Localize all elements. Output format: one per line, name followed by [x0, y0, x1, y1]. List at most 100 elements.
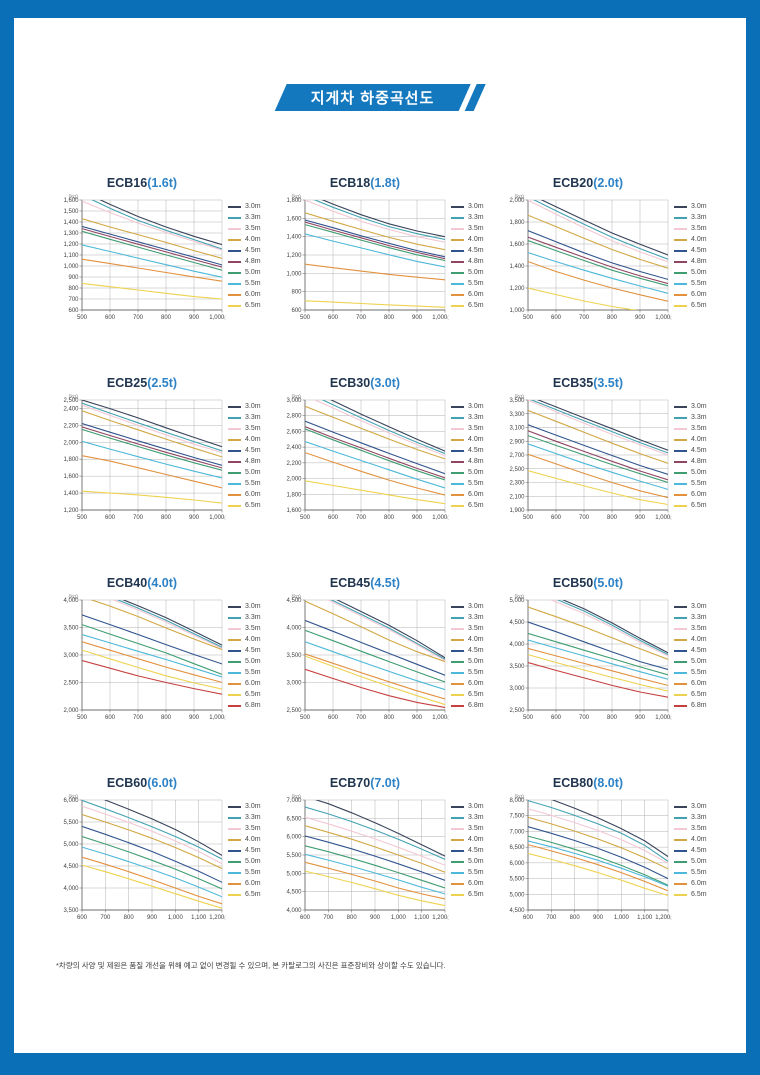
x-tick-label: 500	[300, 315, 311, 321]
legend-swatch-4.8m	[674, 460, 687, 463]
legend-swatch-6.0m	[451, 293, 464, 296]
curve-6.5m	[305, 300, 445, 308]
chart-model: ECB16	[106, 176, 148, 190]
y-tick-label: 2,700	[509, 453, 525, 459]
chart-plot: (kg)1,600 1,500 1,400 1,300 1,200 1,100 1,000 9…	[63, 194, 226, 321]
curve-6.5m	[528, 654, 668, 692]
curve-4.5m	[305, 219, 445, 258]
legend-swatch-3.3m	[451, 816, 464, 819]
legend-item: 4.0m	[451, 434, 484, 445]
legend-item: 6.5m	[674, 500, 707, 511]
legend-swatch-4.5m	[228, 449, 241, 452]
x-tick-label: 800	[607, 715, 618, 721]
curve-4.5m	[305, 835, 445, 881]
chart-ECB40: ECB40(4.0t) (kg) 4,000 3,500 3,000 2,500 2,000…	[54, 576, 270, 726]
legend-swatch-3.3m	[228, 616, 241, 619]
legend-label: 5.0m	[245, 858, 261, 865]
legend-label: 5.0m	[245, 469, 261, 476]
legend-swatch-3.0m	[674, 605, 687, 608]
legend-item: 4.5m	[674, 445, 707, 456]
legend-item: 5.5m	[451, 278, 484, 289]
chart-legend: 3.0m 3.3m 3.5m 4.0m 4.5m 4.8m 5.0m 5.5m 6.0m 6.5m	[674, 392, 707, 511]
legend-label: 3.5m	[468, 225, 484, 232]
legend-swatch-4.8m	[228, 460, 241, 463]
legend-item: 3.5m	[451, 623, 484, 634]
x-tick-label: 800	[570, 915, 581, 921]
legend-swatch-3.5m	[228, 827, 241, 830]
curve-5.0m	[305, 629, 445, 683]
curve-3.5m	[549, 600, 668, 657]
legend-item: 4.5m	[674, 845, 707, 856]
y-tick-label: 6,000	[286, 835, 302, 841]
legend-item: 3.3m	[451, 412, 484, 423]
x-tick-label: 600	[551, 715, 562, 721]
legend-item: 3.3m	[451, 212, 484, 223]
legend-item: 3.3m	[228, 812, 261, 823]
curve-3.3m	[313, 200, 445, 240]
legend-item: 3.5m	[674, 623, 707, 634]
x-tick-label: 600	[551, 315, 562, 321]
legend-swatch-6.0m	[674, 682, 687, 685]
curve-4.0m	[305, 600, 445, 663]
legend-label: 4.0m	[468, 636, 484, 643]
curve-6.5m	[82, 864, 222, 909]
curve-4.0m	[82, 410, 222, 458]
chart-plot: (kg)2,500 2,400 2,200 2,000 1,800 1,600 1,400 1…	[63, 394, 226, 521]
legend-swatch-4.5m	[674, 249, 687, 252]
legend-swatch-4.5m	[228, 849, 241, 852]
curve-6.5m	[82, 490, 222, 504]
legend-item: 3.0m	[674, 601, 707, 612]
curve-5.5m	[305, 853, 445, 895]
legend-label: 4.5m	[468, 247, 484, 254]
y-tick-label: 2,000	[63, 708, 79, 714]
legend-label: 3.3m	[691, 414, 707, 421]
y-tick-label: 1,600	[286, 508, 302, 514]
y-tick-label: 5,500	[286, 853, 302, 859]
y-tick-label: 4,500	[63, 864, 79, 870]
y-tick-label: 2,500	[509, 708, 525, 714]
legend-swatch-5.5m	[451, 482, 464, 485]
x-tick-label: 500	[300, 715, 311, 721]
chart-model: ECB70	[329, 776, 371, 790]
legend-label: 6.0m	[468, 680, 484, 687]
chart-title: ECB45(4.5t)	[277, 576, 453, 592]
legend-swatch-6.0m	[228, 682, 241, 685]
legend-label: 5.5m	[245, 480, 261, 487]
legend-label: 4.8m	[245, 458, 261, 465]
legend-label: 4.5m	[468, 647, 484, 654]
legend-item: 4.5m	[228, 845, 261, 856]
legend-item: 5.5m	[228, 667, 261, 678]
curve-5.5m	[82, 846, 222, 898]
legend-item: 3.3m	[228, 612, 261, 623]
x-tick-label: 700	[356, 715, 367, 721]
y-tick-label: 5,500	[509, 877, 525, 883]
legend-item: 4.0m	[674, 234, 707, 245]
legend-label: 4.0m	[245, 436, 261, 443]
legend-swatch-4.5m	[674, 649, 687, 652]
legend-swatch-6.5m	[228, 304, 241, 307]
legend-item: 5.0m	[451, 267, 484, 278]
legend-swatch-5.0m	[451, 660, 464, 663]
curve-5.5m	[305, 233, 445, 268]
curve-6.5m	[305, 655, 445, 706]
curve-4.5m	[305, 420, 445, 475]
legend-swatch-5.5m	[451, 871, 464, 874]
y-tick-label: 2,000	[509, 198, 525, 204]
curve-4.5m	[528, 826, 668, 880]
legend-item: 6.0m	[228, 489, 261, 500]
title-banner-shape: 지게차 하중곡선도	[274, 84, 471, 111]
curve-6.8m	[528, 661, 668, 698]
legend-swatch-3.5m	[451, 827, 464, 830]
legend-swatch-3.0m	[228, 405, 241, 408]
y-tick-label: 7,000	[286, 798, 302, 804]
chart-model: ECB30	[329, 376, 371, 390]
legend-swatch-4.0m	[228, 638, 241, 641]
chart-legend: 3.0m 3.3m 3.5m 4.0m 4.5m 4.8m 5.0m 5.5m 6.0m 6.5m	[228, 392, 261, 511]
chart-legend: 3.0m 3.3m 3.5m 4.0m 4.5m 4.8m 5.0m 5.5m 6.0m 6.5m	[451, 192, 484, 311]
curve-3.0m	[99, 200, 222, 246]
legend-label: 4.0m	[245, 636, 261, 643]
curve-6.0m	[305, 263, 445, 281]
curve-3.0m	[336, 600, 445, 659]
